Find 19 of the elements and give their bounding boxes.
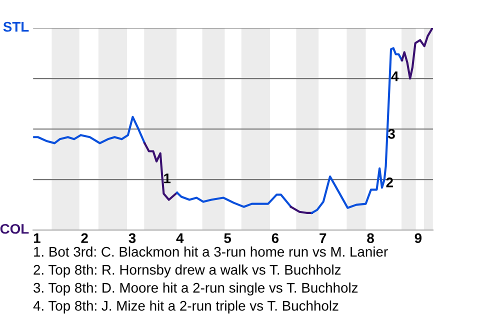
x-tick-label: 1 [34, 233, 40, 243]
text: 4. Top 8th: J. Mize hit a 2-run triple vs T. Buchholz [33, 300, 338, 314]
text: 1. Bot 3rd: C. Blackmon hit a 3-run home run vs M. Lanier [34, 246, 388, 257]
x-tick-label: 9 [414, 233, 422, 244]
x-tick-label: 4 [176, 233, 184, 243]
annotation: 1 [164, 174, 171, 184]
x-tick-label: 8 [367, 233, 374, 244]
x-tick-label: 2 [81, 233, 88, 243]
text: 3. Top 8th: D. Moore hit a 2-run single vs T. Buchholz [34, 282, 358, 296]
x-tick-label: 3 [128, 233, 136, 244]
text: STL [3, 22, 29, 32]
text: 2. Top 8th: R. Hornsby drew a walk vs T. Buchholz [34, 264, 341, 278]
x-tick-label: 7 [320, 233, 326, 243]
text: COL [0, 224, 29, 234]
annotation: 2 [386, 177, 393, 188]
x-tick-label: 6 [272, 233, 279, 244]
annotation: 3 [388, 128, 395, 139]
x-tick-label: 5 [224, 233, 232, 244]
annotation: 4 [391, 72, 399, 82]
